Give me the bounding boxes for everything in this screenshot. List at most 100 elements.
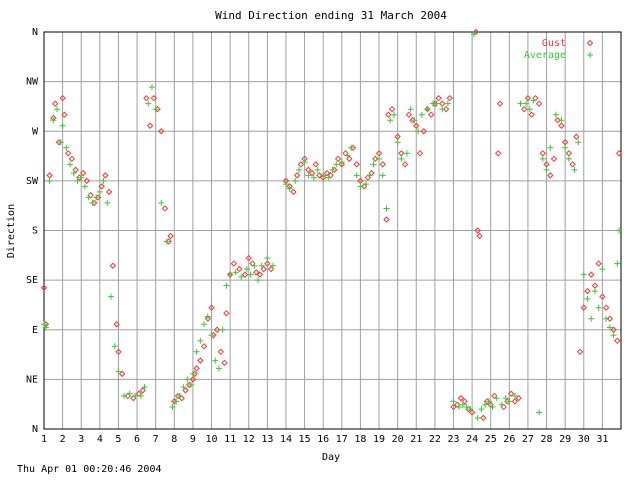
- gust-point: [615, 150, 623, 157]
- x-tick-label: 15: [299, 434, 311, 445]
- average-point: [523, 100, 530, 107]
- gust-point: [561, 139, 569, 146]
- gust-point: [338, 161, 346, 168]
- gust-point: [98, 183, 105, 190]
- gust-point: [208, 304, 215, 311]
- x-tick-label: 20: [392, 434, 404, 445]
- gust-point: [599, 293, 606, 300]
- average-point: [536, 409, 543, 416]
- gust-point: [535, 100, 543, 107]
- average-point: [193, 348, 200, 355]
- gust-point: [204, 315, 212, 322]
- average-point: [606, 324, 613, 331]
- average-point: [329, 166, 336, 173]
- average-point: [70, 170, 77, 177]
- gust-point: [524, 94, 532, 102]
- gust-point: [150, 94, 158, 102]
- average-point: [498, 401, 505, 408]
- average-point: [511, 392, 518, 399]
- gust-point: [375, 150, 383, 157]
- gust-point: [569, 161, 576, 168]
- gust-point: [528, 111, 535, 118]
- average-point: [163, 238, 170, 245]
- average-point: [215, 365, 222, 372]
- gust-point: [290, 188, 297, 196]
- x-tick-label: 14: [280, 434, 292, 445]
- gust-point: [457, 394, 465, 402]
- gust-point: [496, 100, 504, 107]
- x-tick-label: 3: [78, 434, 84, 445]
- average-point: [415, 128, 422, 135]
- average-point: [558, 117, 565, 124]
- gust-point: [143, 94, 150, 102]
- average-point: [595, 304, 602, 311]
- average-point: [223, 282, 230, 289]
- average-point: [176, 392, 183, 399]
- gust-point: [61, 111, 68, 118]
- gust-point: [357, 177, 364, 185]
- gust-point: [217, 348, 225, 356]
- gust-point: [264, 260, 271, 267]
- gust-point: [51, 100, 59, 107]
- gust-point: [427, 111, 435, 118]
- y-tick-label: E: [32, 325, 38, 336]
- average-point: [67, 161, 74, 168]
- series-gust: [40, 28, 623, 422]
- gust-point: [405, 111, 413, 118]
- average-point: [197, 337, 204, 344]
- average-point: [411, 117, 418, 124]
- legend: Gust Average: [524, 38, 594, 61]
- gust-point: [480, 414, 487, 422]
- average-point: [189, 370, 196, 377]
- gust-point: [539, 150, 547, 157]
- x-tick-label: 6: [134, 434, 140, 445]
- x-tick-label: 10: [205, 434, 217, 445]
- average-point: [517, 100, 524, 107]
- average-point: [269, 262, 276, 269]
- gust-point: [305, 166, 312, 174]
- average-point: [57, 139, 64, 146]
- average-point: [588, 315, 595, 322]
- average-point: [390, 111, 397, 118]
- average-point: [227, 271, 234, 278]
- average-point: [610, 332, 617, 339]
- average-point: [344, 152, 351, 159]
- gust-point: [554, 117, 561, 124]
- x-tick-label: 24: [466, 434, 478, 445]
- average-point: [54, 106, 61, 113]
- gust-point: [565, 150, 573, 157]
- gust-point: [394, 133, 401, 140]
- gust-point: [573, 133, 580, 140]
- average-point: [219, 326, 226, 333]
- gust-point: [213, 326, 221, 333]
- average-point: [46, 177, 53, 184]
- gust-point: [319, 174, 327, 181]
- x-tick-label: 31: [596, 434, 608, 445]
- legend-gust-symbol: [586, 39, 594, 47]
- average-point: [562, 144, 569, 151]
- gust-point: [72, 166, 79, 174]
- gust-point: [595, 260, 602, 267]
- average-point: [145, 100, 152, 107]
- average-point: [251, 262, 258, 269]
- y-tick-label: W: [32, 126, 39, 137]
- average-point: [132, 392, 139, 399]
- average-point: [314, 166, 321, 173]
- gust-point: [446, 94, 453, 102]
- average-point: [184, 376, 191, 383]
- x-tick-label: 1: [41, 434, 47, 445]
- gust-point: [383, 216, 390, 223]
- gust-point: [312, 161, 319, 168]
- average-point: [571, 166, 578, 173]
- gust-point: [79, 169, 87, 177]
- gust-point: [385, 111, 392, 118]
- average-point: [539, 155, 546, 162]
- average-point: [325, 174, 332, 181]
- average-point: [482, 401, 489, 408]
- average-point: [333, 161, 340, 168]
- x-tick-label: 18: [354, 434, 366, 445]
- gust-point: [439, 100, 446, 107]
- average-point: [41, 321, 47, 328]
- gust-point: [167, 232, 174, 240]
- gust-point: [543, 161, 550, 168]
